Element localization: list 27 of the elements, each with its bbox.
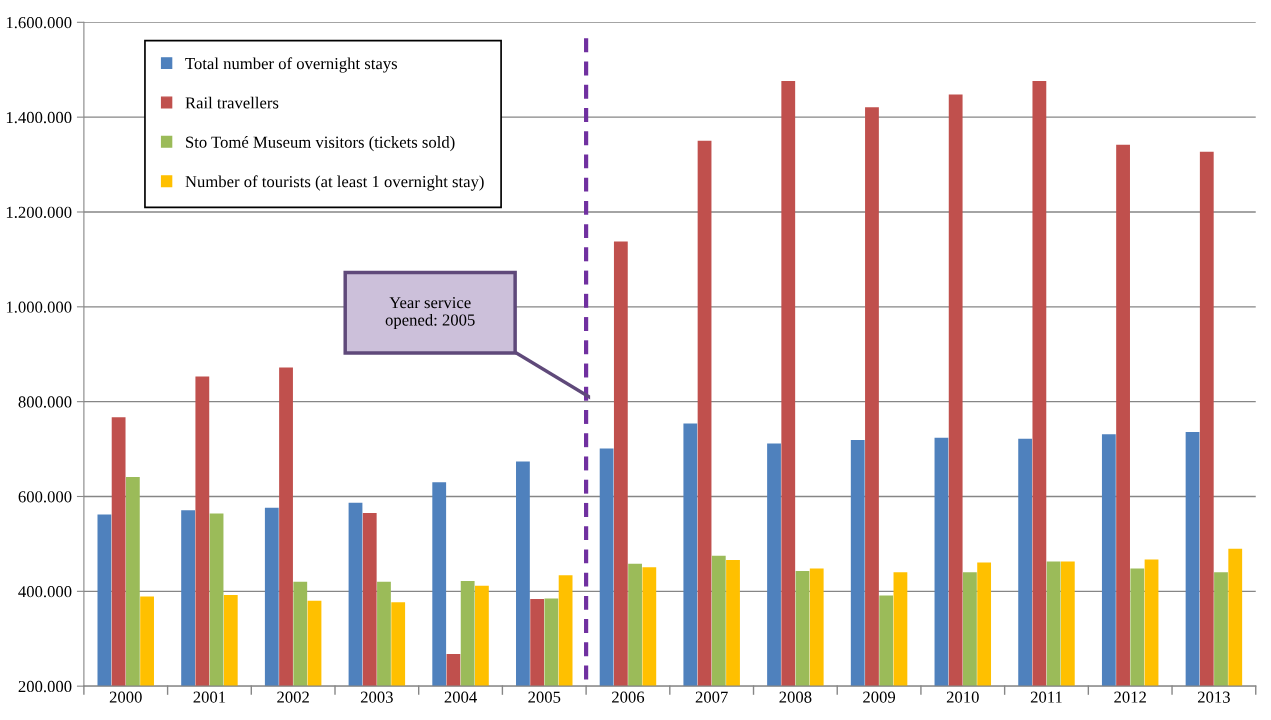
x-tick-label: 2013 [1197, 691, 1230, 703]
x-tick-label: 2004 [444, 691, 477, 703]
legend-label: Total number of overnight stays [185, 57, 398, 73]
legend-label: Sto Tomé Museum visitors (tickets sold) [186, 136, 455, 152]
x-tick-label: 2009 [863, 691, 896, 703]
y-tick-label: 800.000 [18, 396, 72, 408]
x-tick-label: 2010 [946, 691, 979, 703]
x-tick-label: 2011 [1030, 691, 1062, 703]
x-tick-label: 2001 [193, 691, 226, 703]
x-tick-label: 2008 [779, 691, 812, 703]
legend-label: Number of tourists (at least 1 overnight stay) [185, 175, 484, 191]
y-tick-label: 1.400.000 [6, 111, 72, 124]
y-tick-label: 600.000 [18, 491, 72, 503]
y-tick-label: 1.200.000 [6, 206, 72, 219]
y-tick-label: 200.000 [18, 680, 72, 693]
y-tick-label: 1.600.000 [6, 17, 72, 29]
x-tick-label: 2003 [360, 691, 393, 703]
legend-label: Rail travellers [185, 96, 279, 109]
x-tick-label: 2006 [612, 691, 645, 703]
x-tick-label: 2000 [109, 691, 142, 703]
y-tick-label: 1.000.000 [6, 301, 72, 313]
x-tick-label: 2012 [1114, 691, 1146, 703]
y-tick-label: 400.000 [18, 586, 72, 598]
x-tick-label: 2002 [277, 691, 309, 703]
annotation: Year service opened: 2005 [385, 297, 475, 330]
x-tick-label: 2007 [695, 691, 728, 703]
x-tick-label: 2005 [528, 691, 561, 703]
